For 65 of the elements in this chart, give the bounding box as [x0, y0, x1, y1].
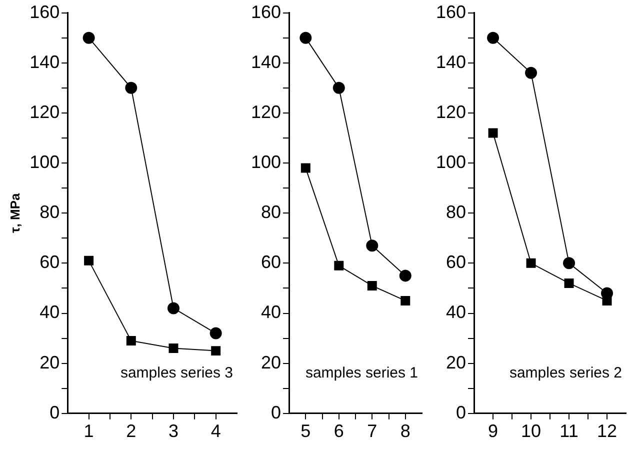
point — [399, 270, 412, 282]
y-tick-label: 140 — [436, 52, 466, 72]
y-tick-label: 60 — [261, 252, 282, 272]
y-tick-label: 160 — [30, 2, 60, 22]
x-tick-label: 8 — [400, 421, 410, 442]
point — [300, 163, 310, 173]
y-tick-label: 120 — [250, 102, 282, 122]
y-tick-label: 40 — [261, 302, 282, 322]
y-tick-label: 0 — [456, 402, 466, 422]
y-tick-label: 100 — [436, 152, 466, 172]
y-tick-label: 140 — [250, 52, 282, 72]
annotation: samples series 3 — [120, 364, 233, 382]
point — [367, 280, 377, 290]
y-tick-label: 60 — [446, 252, 466, 272]
point — [210, 327, 222, 340]
point — [488, 128, 498, 138]
x-tick-label: 2 — [126, 421, 136, 442]
point — [400, 296, 410, 306]
point — [334, 260, 344, 270]
point — [82, 32, 95, 44]
point — [563, 257, 576, 270]
point — [366, 240, 378, 252]
y-tick-label: 100 — [250, 152, 282, 172]
point — [126, 336, 136, 346]
x-tick-label: 11 — [560, 421, 578, 442]
y-tick-label: 140 — [30, 52, 60, 72]
point — [84, 256, 94, 266]
y-tick-label: 20 — [446, 352, 466, 372]
y-tick-label: 120 — [436, 102, 466, 122]
y-tick-label: 20 — [261, 352, 282, 372]
annotation: samples series 1 — [305, 364, 418, 382]
x-tick-label: 6 — [334, 421, 344, 442]
y-tick-label: 160 — [436, 2, 466, 22]
point — [564, 278, 574, 288]
point — [332, 82, 345, 94]
y-tick-label: 80 — [261, 202, 282, 222]
y-tick-label: 60 — [40, 252, 60, 272]
x-tick-label: 1 — [84, 421, 94, 442]
point — [300, 32, 312, 44]
x-tick-label: 9 — [488, 421, 498, 442]
y-tick-label: 20 — [40, 352, 60, 372]
x-tick-label: 5 — [300, 421, 311, 442]
y-tick-label: 0 — [271, 402, 282, 422]
y-axis-title: τ, MPa — [7, 192, 22, 233]
x-tick-label: 10 — [521, 421, 542, 442]
y-tick-label: 160 — [250, 2, 282, 22]
y-tick-label: 0 — [50, 402, 60, 422]
x-tick-label: 4 — [210, 421, 221, 442]
y-tick-label: 40 — [40, 302, 60, 322]
point — [168, 344, 178, 354]
y-tick-label: 40 — [446, 302, 466, 322]
annotation: samples series 2 — [509, 364, 622, 382]
x-tick-label: 3 — [168, 421, 178, 442]
y-tick-label: 80 — [446, 202, 466, 222]
x-tick-label: 12 — [596, 421, 618, 442]
point — [526, 258, 536, 268]
point — [525, 66, 538, 79]
point — [125, 82, 138, 94]
y-tick-label: 80 — [40, 202, 60, 222]
point — [487, 32, 500, 44]
y-tick-label: 100 — [30, 152, 60, 172]
point — [167, 302, 180, 314]
point — [211, 346, 221, 356]
y-tick-label: 120 — [30, 102, 60, 122]
x-tick-label: 7 — [367, 421, 378, 442]
